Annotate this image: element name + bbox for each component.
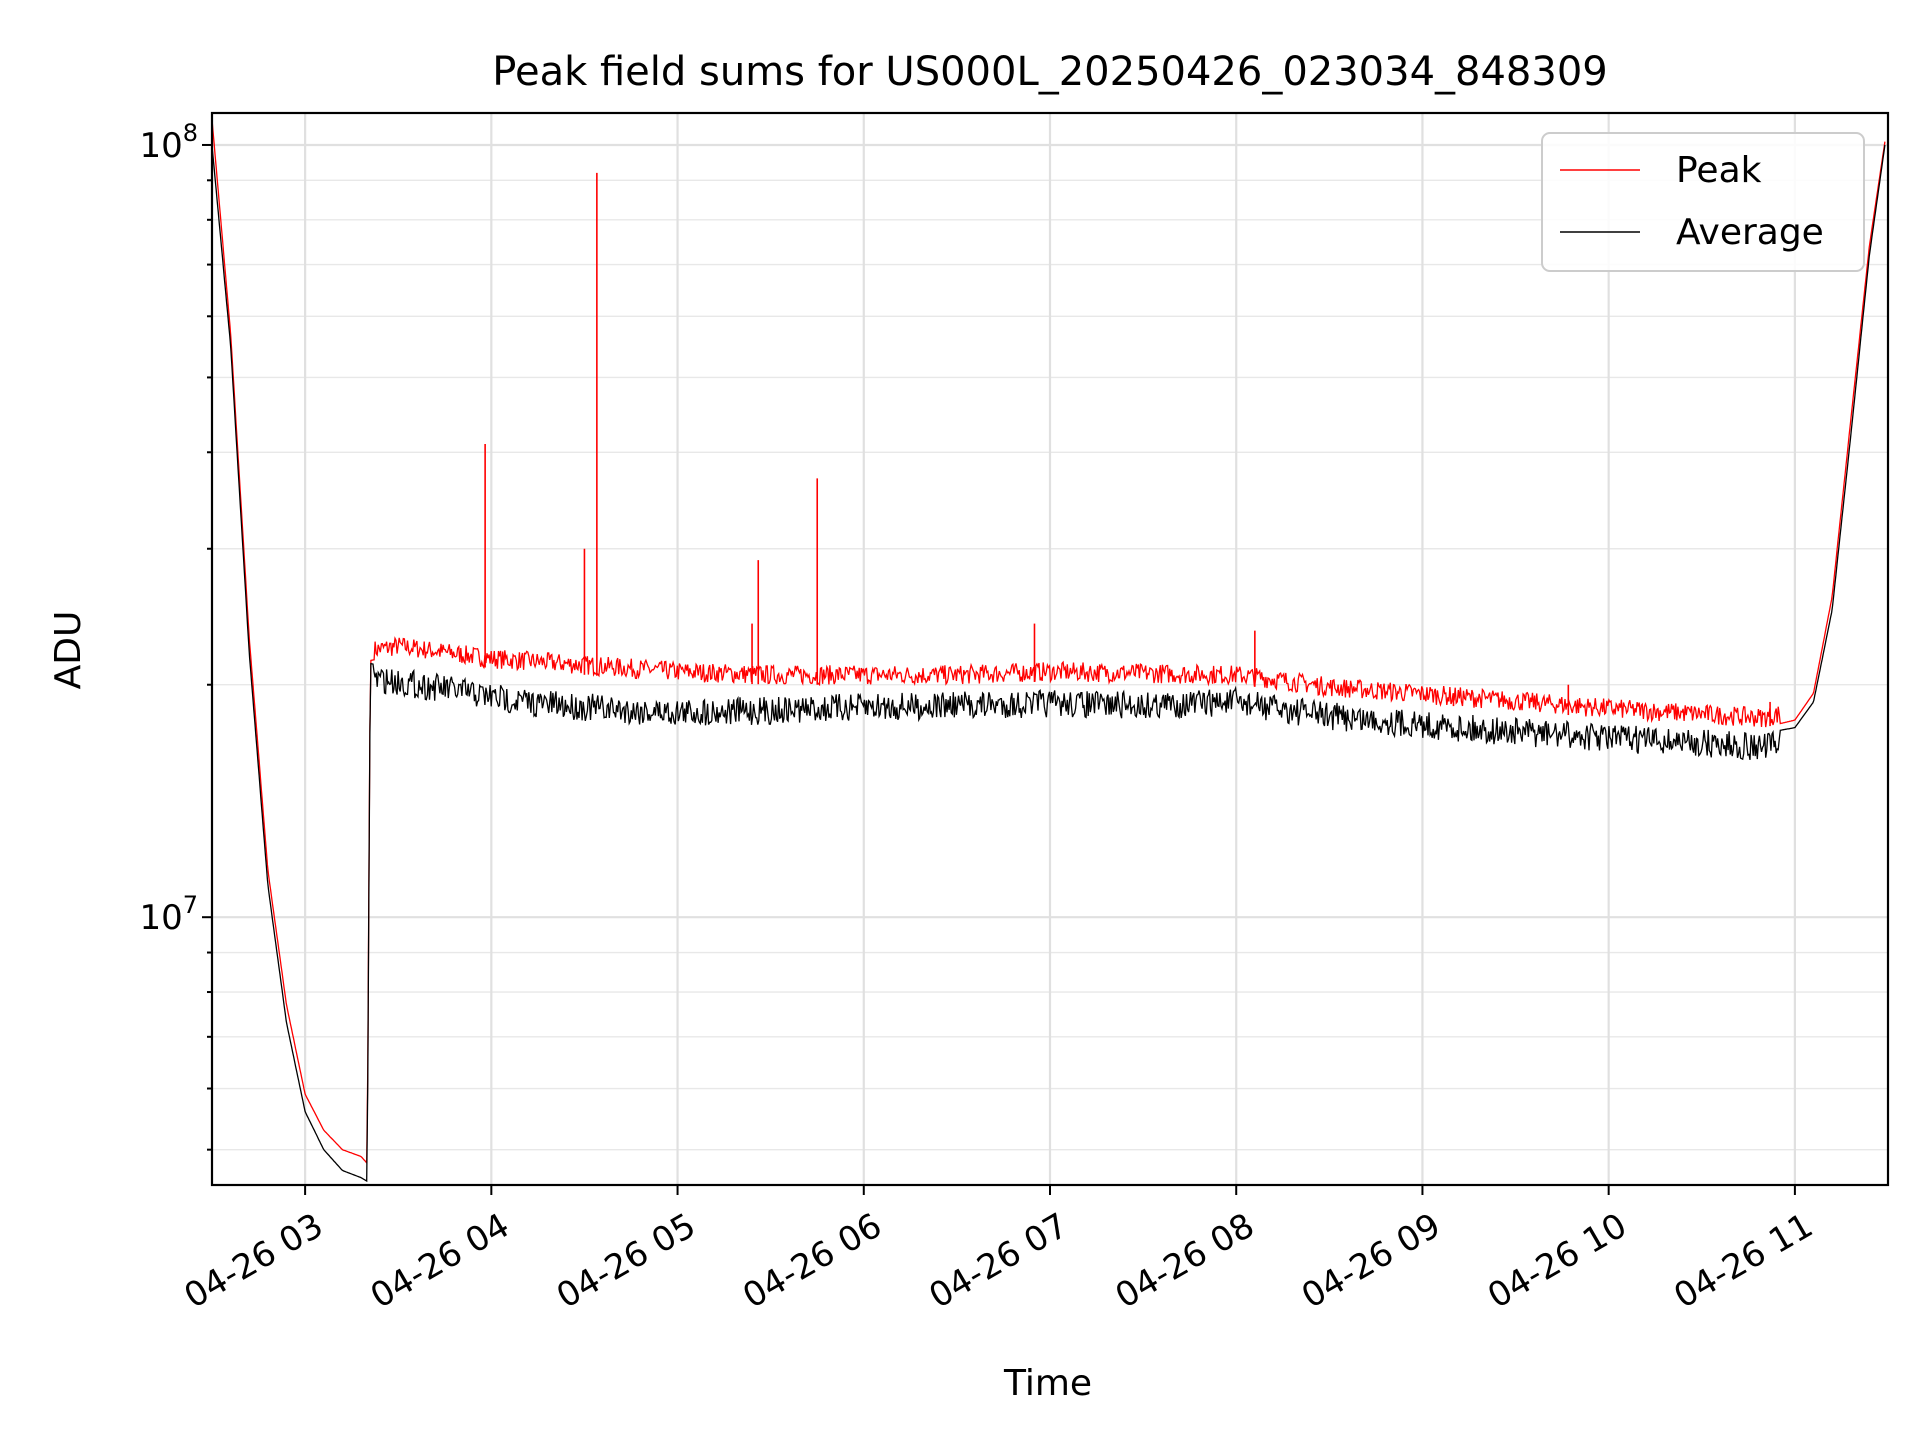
y-tick-label: 107 — [139, 891, 198, 938]
series-layer — [212, 119, 1886, 1183]
series-peak-line — [212, 119, 1886, 1165]
legend-label-average: Average — [1676, 212, 1824, 253]
y-axis-label: ADU — [48, 611, 89, 690]
legend-label-peak: Peak — [1676, 150, 1762, 191]
series-average-line — [212, 144, 1886, 1183]
legend: Peak Average — [1541, 132, 1865, 272]
chart-title: Peak field sums for US000L_20250426_0230… — [492, 49, 1607, 95]
y-tick-label: 108 — [139, 119, 198, 166]
legend-box — [1541, 132, 1865, 272]
x-axis-label: Time — [1003, 1363, 1092, 1404]
y-axis: 107 108 — [139, 119, 212, 1151]
grid — [212, 113, 1888, 1185]
